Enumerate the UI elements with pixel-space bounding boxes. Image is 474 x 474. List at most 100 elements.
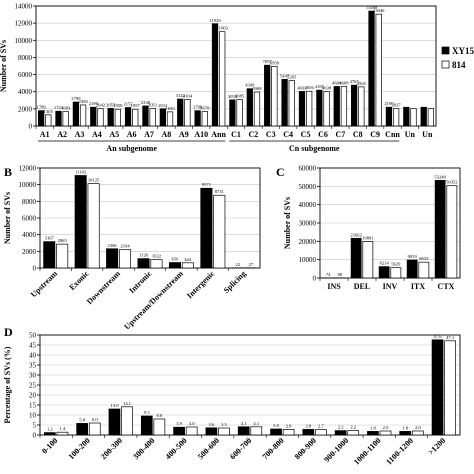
y-tick-label: 14000 xyxy=(15,3,33,11)
bar xyxy=(124,107,132,127)
plot-frame xyxy=(39,167,261,269)
bar xyxy=(350,237,362,279)
bar xyxy=(213,194,226,269)
bar xyxy=(87,183,100,269)
data-label: 11929 xyxy=(209,18,221,23)
bar xyxy=(444,340,456,436)
bar xyxy=(378,266,390,279)
category-label: A5 xyxy=(109,130,119,139)
category-label: A1 xyxy=(40,130,50,139)
data-label: 3.0 xyxy=(273,423,279,428)
bar xyxy=(114,108,121,127)
data-label: 2051 xyxy=(148,102,158,107)
bar xyxy=(177,98,184,127)
y-tick-label: 50 xyxy=(29,332,37,340)
legend-swatch xyxy=(441,46,450,55)
category-label: >1200 xyxy=(426,436,447,457)
bar xyxy=(427,108,435,127)
data-label: 2194 xyxy=(120,244,130,249)
data-label: 2157 xyxy=(123,102,133,107)
data-label: 9.5 xyxy=(144,410,150,415)
y-tick-label: 6000 xyxy=(18,71,33,79)
y-tick-label: 10 xyxy=(29,412,37,420)
y-tick-label: 12000 xyxy=(15,20,33,28)
data-label: 2.0 xyxy=(415,425,421,430)
bar xyxy=(108,408,121,436)
chart-panel-d: 0 5 10 15 20 25 30 35 40 45 50 Percentage of SVs (%… xyxy=(3,332,461,467)
bar xyxy=(181,262,194,269)
y-axis-label: Number of SVs xyxy=(283,197,292,249)
y-tick-label: 35 xyxy=(29,362,37,370)
category-label: 900-1000 xyxy=(322,436,350,464)
y-tick-label: 30000 xyxy=(299,220,317,228)
data-label: 1650 xyxy=(165,106,175,111)
y-axis-label: Number of SVs xyxy=(3,192,12,244)
y-tick-label: 45 xyxy=(29,342,37,350)
data-label: 1.8 xyxy=(402,425,408,430)
category-label: Upstream/Downstream xyxy=(122,269,185,332)
bar xyxy=(132,108,139,127)
y-tick-label: 12000 xyxy=(19,165,37,173)
data-label: 88 xyxy=(338,272,343,277)
data-label: 8.0 xyxy=(156,413,162,418)
category-label: C6 xyxy=(318,130,328,139)
data-label: 4349 xyxy=(245,83,255,88)
data-label: 2306 xyxy=(108,243,118,248)
bar xyxy=(211,23,219,127)
bar xyxy=(390,267,402,279)
bar xyxy=(76,423,89,436)
data-label: 6214 xyxy=(380,261,390,266)
data-label: 7097 xyxy=(263,59,273,64)
data-label: 1022 xyxy=(152,253,162,258)
bar xyxy=(392,108,400,127)
bar xyxy=(411,430,424,436)
data-label: 4056 xyxy=(305,85,315,90)
bar xyxy=(90,106,97,127)
bar xyxy=(74,175,87,269)
y-tick-label: 40000 xyxy=(299,201,317,209)
bar xyxy=(270,428,282,436)
y-tick-label: 20000 xyxy=(299,238,317,246)
bar xyxy=(368,10,375,127)
bar xyxy=(218,427,230,436)
category-label: CTX xyxy=(438,282,455,291)
category-label: Downstream xyxy=(85,269,122,306)
category-label: 400-500 xyxy=(164,436,189,461)
data-label: 1724 xyxy=(54,105,64,110)
data-label: 47.6 xyxy=(434,334,443,339)
category-label: A3 xyxy=(75,130,85,139)
bar xyxy=(431,339,444,436)
bar xyxy=(150,259,163,269)
data-label: 4565 xyxy=(357,81,367,86)
category-label: 800-900 xyxy=(293,436,318,461)
bar xyxy=(358,86,365,127)
category-label: 1000-1100 xyxy=(352,436,383,467)
bar xyxy=(55,110,62,127)
bar xyxy=(333,86,340,127)
data-label: 19891 xyxy=(362,236,374,241)
data-label: 2.8 xyxy=(286,423,292,428)
data-label: 22 xyxy=(236,262,241,267)
bar xyxy=(264,64,271,127)
y-tick-label: 20 xyxy=(29,392,37,400)
y-tick-label: 10000 xyxy=(15,37,33,45)
category-label: 600-700 xyxy=(228,436,253,461)
y-tick-label: 2000 xyxy=(18,105,33,113)
panel-label-c: C xyxy=(276,165,285,179)
category-label: A6 xyxy=(127,130,137,139)
bar xyxy=(79,104,87,127)
data-label: 1305 xyxy=(44,109,54,114)
bar xyxy=(237,426,250,436)
category-label: Splicing xyxy=(222,269,248,295)
bar xyxy=(334,430,347,436)
bar xyxy=(88,422,101,436)
bar xyxy=(446,185,458,279)
category-label: Upstream xyxy=(29,269,59,299)
category-label: C7 xyxy=(335,130,345,139)
category-label: DEL xyxy=(354,282,370,291)
data-label: 1789 xyxy=(37,105,47,110)
data-label: 1958 xyxy=(113,103,123,108)
data-label: 6958 xyxy=(270,60,280,65)
bar xyxy=(229,99,236,127)
